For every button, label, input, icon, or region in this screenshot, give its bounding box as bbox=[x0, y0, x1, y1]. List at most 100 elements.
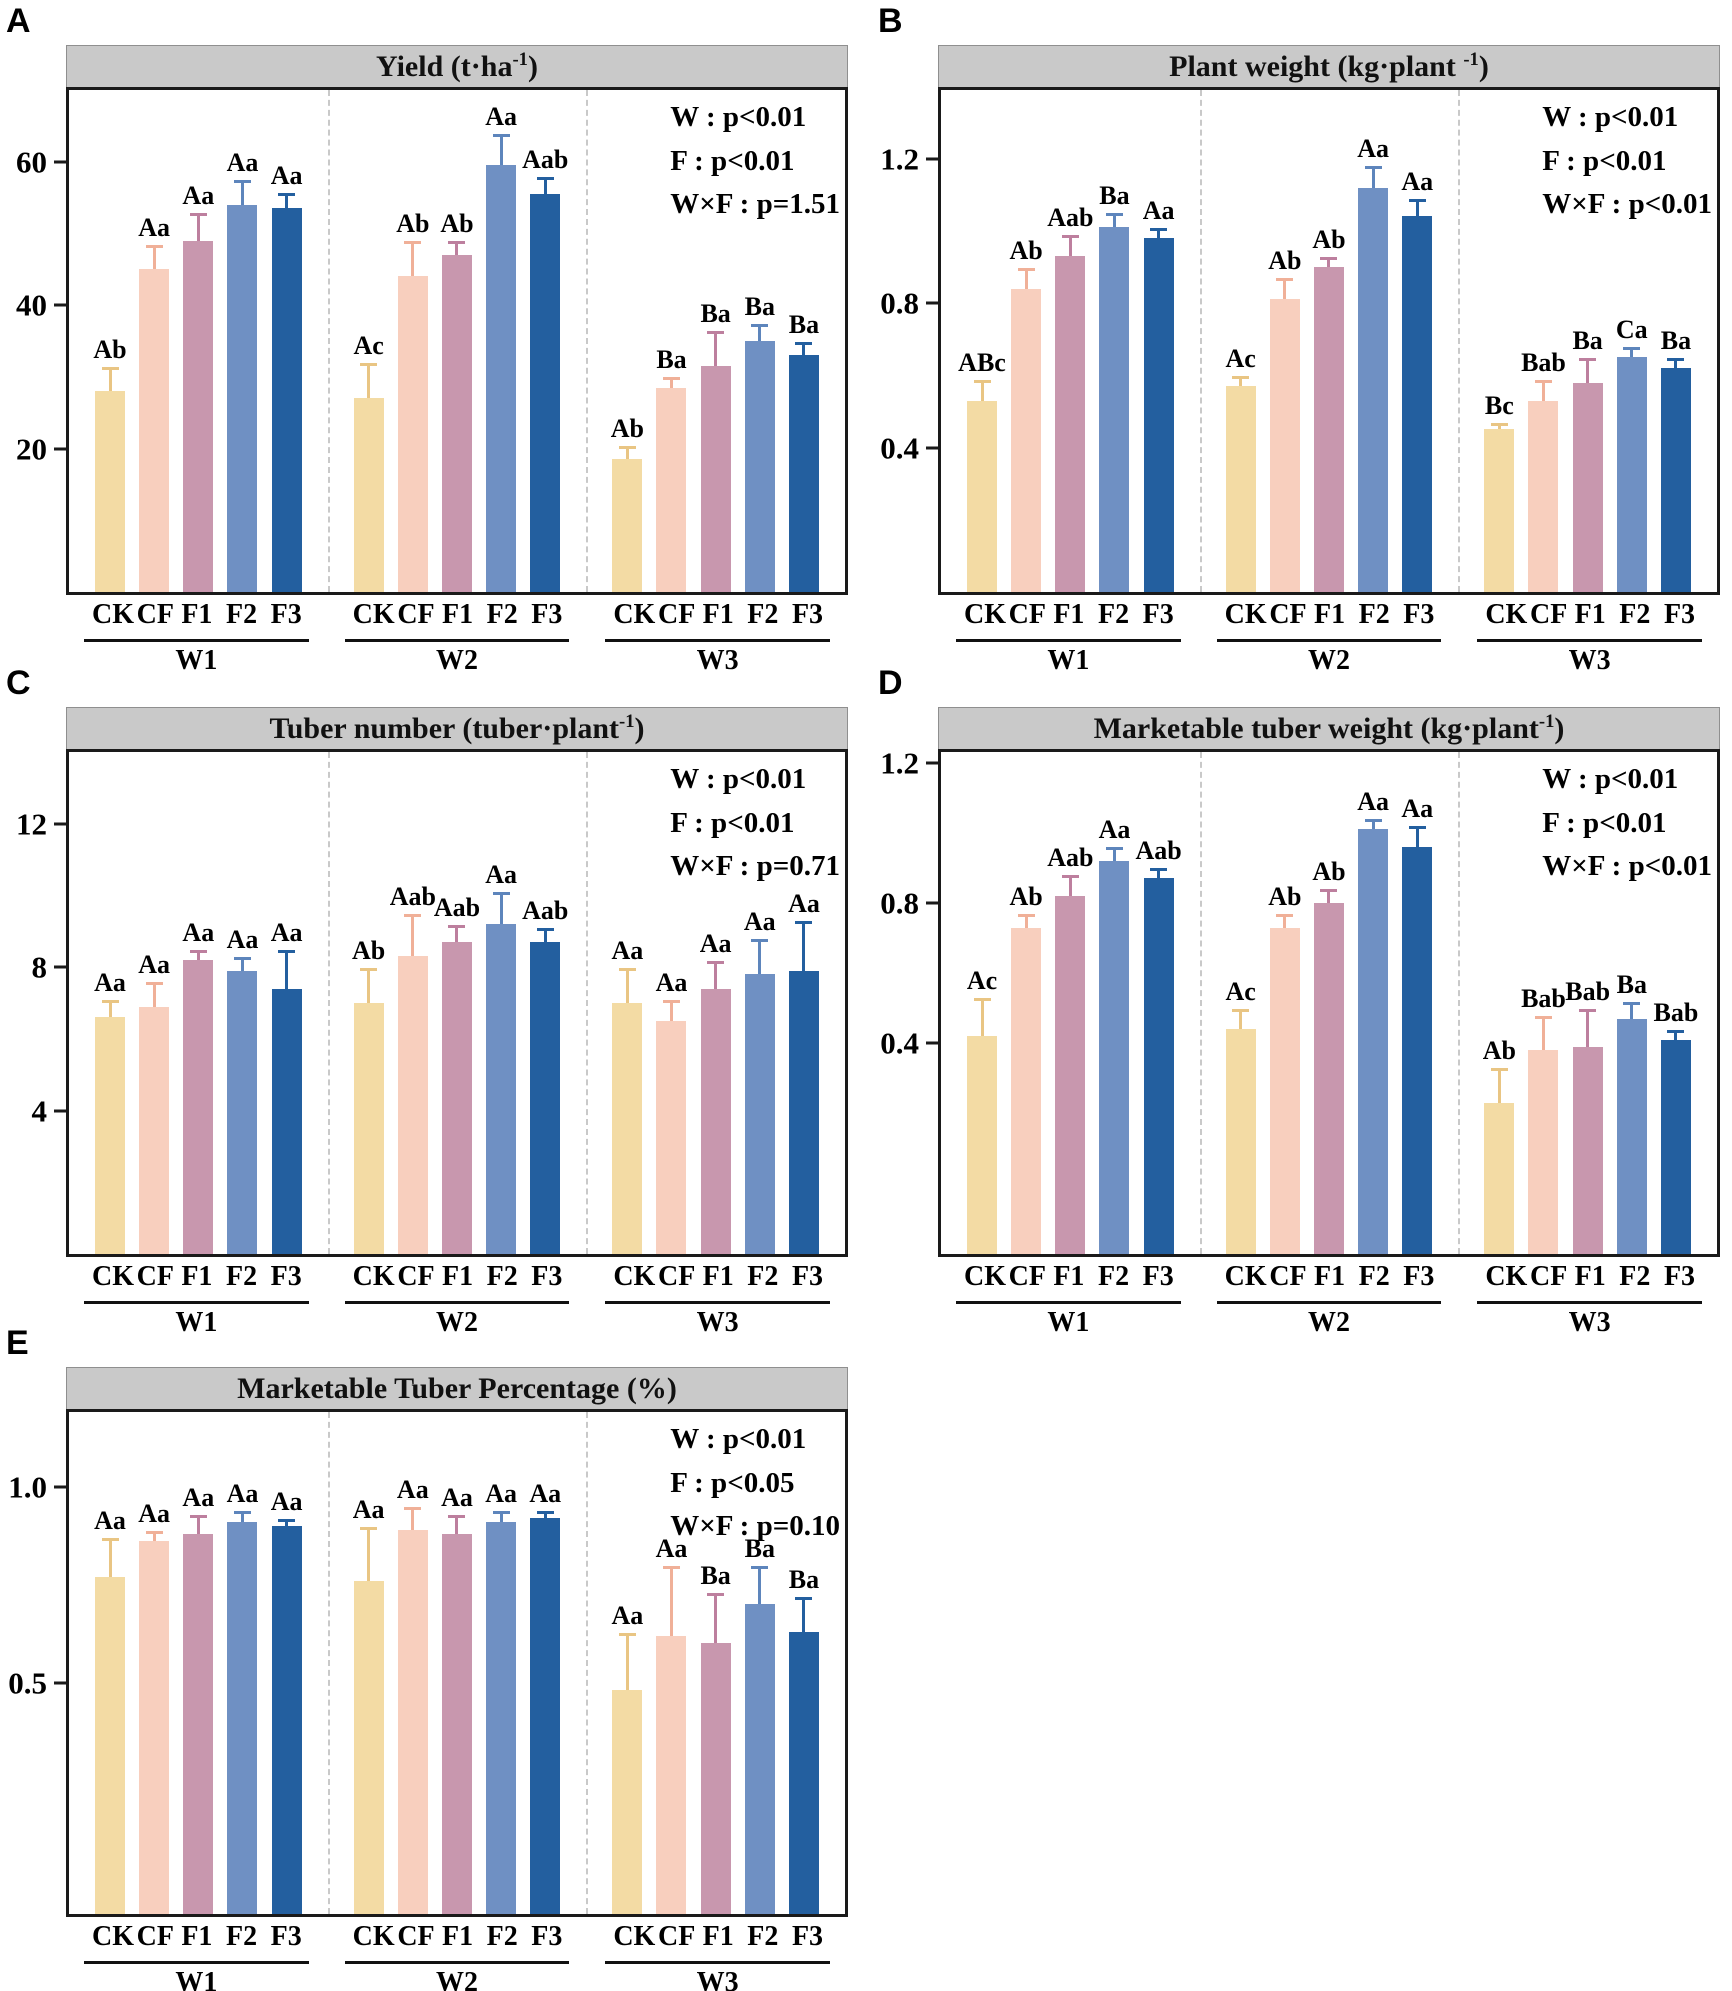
bar-F3-W2 bbox=[530, 194, 561, 592]
bar-CF-W2 bbox=[1269, 927, 1300, 1254]
error-bar-cap bbox=[618, 967, 636, 971]
treatment-label: CF bbox=[1529, 1261, 1568, 1292]
error-bar-stem bbox=[1112, 216, 1116, 228]
bar-cell: Ba bbox=[1099, 90, 1130, 592]
error-bar-cap bbox=[233, 1510, 251, 1514]
treatment-label: F1 bbox=[441, 1921, 474, 1952]
treatment-label: F2 bbox=[486, 599, 518, 630]
bar-cell: Aa bbox=[227, 90, 258, 592]
bar-F1-W1 bbox=[183, 959, 214, 1254]
group-underline bbox=[956, 1301, 1181, 1304]
bar-cell: Ac bbox=[353, 90, 384, 592]
bar-cell: Ab bbox=[1010, 752, 1043, 1254]
x-group-W1: CK CF F1 F2 F3 W1 bbox=[66, 599, 327, 679]
bar-F3-W1 bbox=[271, 208, 302, 592]
treatment-label: F3 bbox=[791, 1261, 824, 1292]
significance-letter: Aa bbox=[270, 161, 303, 191]
error-bar-stem bbox=[802, 344, 806, 356]
treatment-label: CK bbox=[92, 599, 134, 630]
bar-cell: Aa bbox=[94, 1412, 126, 1914]
treatment-label: F2 bbox=[1619, 599, 1651, 630]
bar-F2-W3 bbox=[1616, 357, 1647, 592]
significance-letter: Ab bbox=[1268, 882, 1302, 911]
significance-letter: Aa bbox=[788, 889, 820, 919]
error-bar-cap bbox=[1534, 379, 1552, 383]
error-bar-cap bbox=[360, 363, 378, 367]
bar-cell: Aab bbox=[434, 752, 480, 1254]
significance-letter: Ab bbox=[1482, 1036, 1516, 1066]
group-underline bbox=[1216, 1301, 1442, 1304]
group-underline bbox=[344, 639, 570, 642]
stats-line: W : p<0.01 bbox=[670, 101, 807, 133]
treatment-label: F2 bbox=[747, 599, 779, 630]
error-bar-cap bbox=[1579, 357, 1597, 361]
group-separator bbox=[1199, 90, 1202, 592]
error-bar-stem bbox=[285, 952, 289, 989]
error-bar-cap bbox=[1150, 868, 1168, 872]
error-bar-stem bbox=[285, 196, 289, 209]
bar-cell: Aa bbox=[1099, 752, 1130, 1254]
bar-cell: Aa bbox=[138, 90, 170, 592]
group-separator bbox=[327, 1412, 330, 1914]
group-underline bbox=[605, 1961, 830, 1964]
error-bar-stem bbox=[1415, 829, 1419, 847]
error-bar-cap bbox=[1408, 826, 1426, 830]
stats-line: W×F : p<0.01 bbox=[1542, 188, 1712, 220]
error-bar-stem bbox=[108, 369, 112, 392]
error-bar-stem bbox=[1112, 850, 1116, 861]
bar-cell: Aab bbox=[522, 752, 568, 1254]
error-bar-stem bbox=[669, 380, 673, 388]
treatment-label: CK bbox=[964, 599, 1006, 630]
error-bar-stem bbox=[411, 1510, 415, 1530]
error-bar-cap bbox=[1276, 914, 1294, 917]
water-level-label: W2 bbox=[435, 1967, 478, 1991]
bar-F1-W2 bbox=[1313, 266, 1344, 592]
error-bar-stem bbox=[980, 1001, 984, 1037]
significance-letter: Aa bbox=[699, 928, 732, 958]
error-bar-cap bbox=[492, 892, 510, 896]
error-bar-stem bbox=[543, 179, 547, 194]
bar-cell: Aa bbox=[529, 1412, 561, 1914]
bar-cell: Ab bbox=[440, 90, 474, 592]
stats-line: F : p<0.01 bbox=[1542, 806, 1667, 839]
error-bar-cap bbox=[795, 921, 813, 925]
significance-letter: Ac bbox=[1225, 976, 1256, 1006]
error-bar-cap bbox=[751, 323, 769, 327]
bar-cell: Aa bbox=[1357, 752, 1389, 1254]
bar-group-W2: Aa Aa Aa Aa Aa bbox=[328, 1412, 587, 1914]
bar-F2-W2 bbox=[486, 165, 517, 592]
chart-title: Plant weight (kg·plant -1) bbox=[1169, 49, 1489, 83]
significance-letter: Aa bbox=[352, 1494, 385, 1524]
error-bar-stem bbox=[1283, 281, 1287, 300]
error-bar-stem bbox=[714, 1596, 718, 1644]
error-bar-stem bbox=[108, 1541, 112, 1577]
bar-group-W3: Bc Bab Ba Ca Ba bbox=[1458, 90, 1717, 592]
error-bar-cap bbox=[707, 1593, 725, 1597]
significance-letter: Aa bbox=[396, 1475, 429, 1505]
stats-line: W×F : p=0.71 bbox=[670, 850, 840, 882]
error-bar-stem bbox=[285, 1521, 289, 1526]
bar-cell: Aa bbox=[1143, 90, 1175, 592]
treatment-label: CK bbox=[613, 599, 656, 630]
error-bar-cap bbox=[492, 1510, 510, 1514]
water-level-label: W1 bbox=[175, 645, 218, 676]
bar-F3-W2 bbox=[1402, 846, 1433, 1254]
significance-letter: Ba bbox=[1616, 969, 1647, 999]
error-bar-cap bbox=[1667, 1029, 1685, 1033]
bar-cell: Aa bbox=[352, 1412, 385, 1914]
error-bar-stem bbox=[802, 924, 806, 971]
error-bar-cap bbox=[101, 1000, 119, 1003]
significance-letter: Bab bbox=[1653, 997, 1699, 1027]
group-separator bbox=[1458, 752, 1461, 1254]
panel-plant-weight: B Plant weight (kg·plant -1) 0.4 0.8 1.2 W : … bbox=[872, 0, 1732, 676]
error-bar-stem bbox=[1497, 1071, 1501, 1104]
treatment-label: CF bbox=[136, 1261, 174, 1292]
chart-title-bar: Yield (t·ha-1) bbox=[66, 45, 848, 87]
treatment-label: F3 bbox=[1403, 1261, 1435, 1292]
error-bar-cap bbox=[1320, 256, 1338, 260]
error-bar-cap bbox=[404, 913, 422, 917]
bar-cell: Ba bbox=[1617, 752, 1647, 1254]
significance-letter: Ac bbox=[966, 966, 998, 996]
bar-cell: Aa bbox=[485, 90, 517, 592]
